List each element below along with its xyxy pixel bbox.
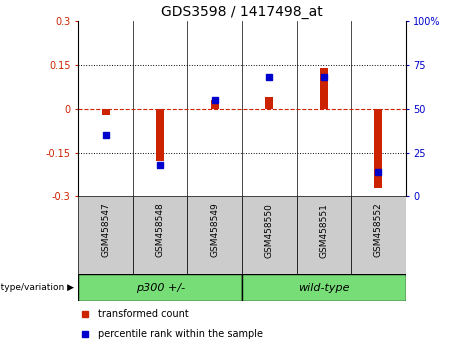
Bar — [133, 196, 188, 274]
Bar — [242, 196, 296, 274]
Text: GSM458549: GSM458549 — [210, 203, 219, 257]
Bar — [78, 274, 242, 301]
Bar — [242, 274, 406, 301]
Text: GSM458547: GSM458547 — [101, 203, 110, 257]
Bar — [374, 109, 383, 188]
Text: percentile rank within the sample: percentile rank within the sample — [98, 329, 263, 339]
Bar — [211, 100, 219, 109]
Title: GDS3598 / 1417498_at: GDS3598 / 1417498_at — [161, 5, 323, 19]
Text: GSM458548: GSM458548 — [156, 203, 165, 257]
Bar — [156, 109, 164, 161]
Bar — [320, 68, 328, 109]
Text: genotype/variation ▶: genotype/variation ▶ — [0, 283, 74, 292]
Bar — [265, 97, 273, 109]
Text: GSM458550: GSM458550 — [265, 203, 274, 258]
Bar — [78, 196, 133, 274]
Text: GSM458551: GSM458551 — [319, 203, 328, 258]
Text: p300 +/-: p300 +/- — [136, 282, 185, 293]
Text: transformed count: transformed count — [98, 309, 189, 319]
Bar — [351, 196, 406, 274]
Bar — [188, 196, 242, 274]
Bar — [101, 109, 110, 115]
Text: wild-type: wild-type — [298, 282, 349, 293]
Bar — [296, 196, 351, 274]
Text: GSM458552: GSM458552 — [374, 203, 383, 257]
